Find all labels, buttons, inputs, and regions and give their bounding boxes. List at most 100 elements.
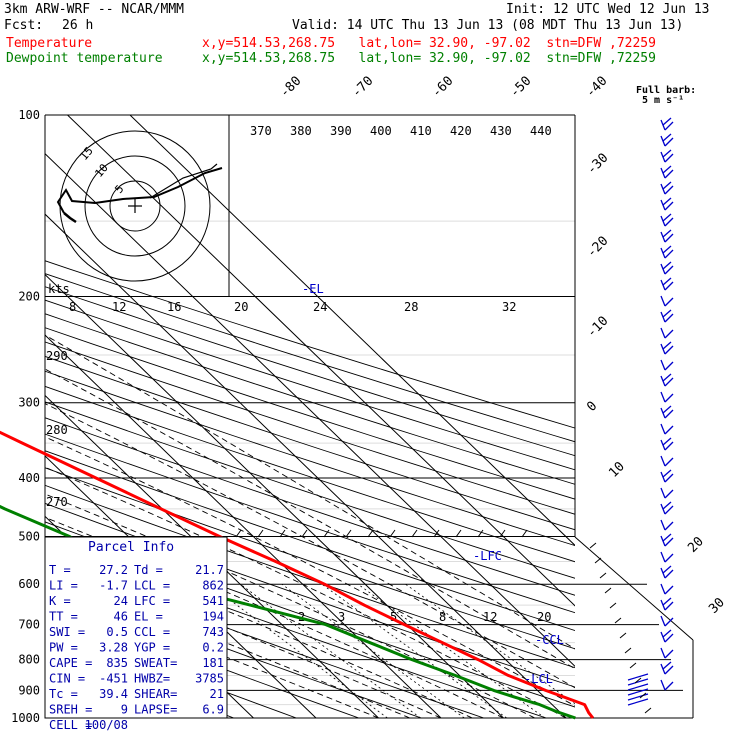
- wind-legend-value: 5 m s⁻¹: [642, 95, 685, 106]
- parcel-row-value: 9: [121, 703, 128, 717]
- isotherm-label: -10: [584, 314, 611, 341]
- level-markers: -EL -LFC -CCL -LCL: [302, 282, 564, 686]
- edge-tick: [367, 529, 374, 538]
- parcel-row-value: 743: [202, 625, 224, 639]
- wind-barb: [660, 165, 674, 179]
- wind-barb: [660, 661, 674, 675]
- wind-barb: [660, 629, 674, 643]
- wind-barb: [660, 647, 674, 659]
- wind-barb: [660, 679, 674, 691]
- parcel-row-value: 862: [202, 579, 224, 593]
- wind-barb: [660, 533, 674, 547]
- theta-label: 440: [530, 124, 552, 138]
- pressure-tick-label: 900: [18, 683, 40, 697]
- wind-barb: [627, 693, 649, 701]
- wind-barb: [660, 437, 674, 451]
- forecast-value: 26 h: [62, 18, 94, 33]
- parcel-row-label: EL =: [134, 610, 163, 624]
- wind-barb: [660, 423, 674, 435]
- moist-adiabat-line: [45, 555, 442, 718]
- pressure-tick-label: 100: [18, 108, 40, 122]
- hodograph-units-label: kts: [48, 282, 70, 296]
- dry-adiabat-line: [45, 467, 575, 650]
- init-time: Init: 12 UTC Wed 12 Jun 13: [506, 2, 710, 17]
- dry-adiabat-line: [45, 385, 575, 563]
- mixing-ratio-label: 8: [69, 300, 76, 314]
- parcel-row-value: 0.2: [202, 641, 224, 655]
- parcel-row-label: Tc =: [49, 687, 78, 701]
- parcel-row-value: 3.28: [99, 641, 128, 655]
- isotherm-label: -20: [584, 234, 611, 261]
- parcel-row-value: -1.7: [99, 579, 128, 593]
- theta-label: 430: [490, 124, 512, 138]
- wind-barb: [660, 181, 674, 195]
- isotherm-label: -60: [429, 74, 456, 101]
- mixing-ratio-label: 20: [234, 300, 248, 314]
- parcel-row-value: 0.5: [106, 625, 128, 639]
- wind-barb: [660, 615, 674, 627]
- moist-adiabat-line: [45, 537, 473, 718]
- dry-adiabat-line: [45, 601, 359, 718]
- wind-barb: [660, 295, 674, 307]
- edge-tick: [477, 529, 484, 538]
- parcel-info-title: Parcel Info: [88, 540, 174, 555]
- theta-label: 400: [370, 124, 392, 138]
- dry-adiabat-line: [45, 417, 575, 596]
- edge-tick: [389, 529, 396, 538]
- pressure-tick-label: 200: [18, 290, 40, 304]
- mixing-ratio-label: 8: [439, 610, 446, 624]
- wind-barb: [660, 229, 674, 243]
- dry-adiabat-line: [45, 580, 422, 718]
- isotherm-line: [0, 115, 4, 718]
- parcel-row-label: LI =: [49, 579, 78, 593]
- edge-tick: [345, 529, 352, 538]
- theta-e-label: 290: [46, 349, 68, 363]
- theta-label: 380: [290, 124, 312, 138]
- wind-barb: [660, 487, 674, 499]
- pressure-tick-label: 500: [18, 529, 40, 543]
- wind-barb: [660, 327, 674, 339]
- parcel-row-label: PW =: [49, 641, 78, 655]
- moist-adiabat-line: [45, 585, 379, 718]
- dry-adiabat-line: [45, 450, 575, 632]
- wind-barb: [660, 469, 674, 483]
- theta-label: 420: [450, 124, 472, 138]
- hodograph-ring: [109, 180, 161, 232]
- parcel-row-label: LCL =: [134, 579, 170, 593]
- parcel-row-label: HWBZ=: [134, 672, 170, 686]
- parcel-row-label: T =: [49, 563, 71, 577]
- parcel-info-panel: [44, 536, 228, 719]
- edge-tick: [235, 529, 242, 538]
- wind-barb: [660, 597, 674, 611]
- parcel-row-value: 21: [210, 687, 224, 701]
- edge-tick: [411, 529, 418, 538]
- parcel-row-label: CIN =: [49, 672, 85, 686]
- wind-barb: [660, 405, 674, 419]
- parcel-info-box: Parcel Info T = 27.2 Td = 21.7 LI = -1.7 LCL = 8…: [44, 536, 228, 732]
- wind-barb: [660, 359, 674, 371]
- parcel-row-label: SWEAT=: [134, 656, 177, 670]
- edge-tick: [257, 529, 264, 538]
- dry-adiabat-line: [45, 327, 575, 500]
- pressure-tick-label: 600: [18, 577, 40, 591]
- wind-barb: [660, 455, 674, 467]
- pressure-tick-label: 700: [18, 618, 40, 632]
- dry-adiabat-line: [45, 260, 575, 429]
- parcel-row-label: CELL =: [49, 718, 92, 732]
- dry-adiabat-line: [45, 313, 575, 485]
- isotherm-label: -70: [349, 74, 376, 101]
- wind-legend-title: Full barb:: [636, 85, 697, 96]
- wind-barb: [660, 245, 674, 259]
- edge-tick: [599, 572, 607, 579]
- mixing-ratio-label: 3: [338, 610, 345, 624]
- isotherm-label: 20: [685, 534, 707, 556]
- isotherm-label: 30: [706, 595, 728, 617]
- mixing-ratio-label: 28: [404, 300, 418, 314]
- pressure-tick-label: 300: [18, 396, 40, 410]
- parcel-row-value: 21.7: [195, 563, 224, 577]
- hodograph-trace: [56, 167, 223, 214]
- dewpoint-legend-label: Dewpoint temperature: [6, 51, 163, 66]
- edge-tick: [644, 707, 652, 714]
- edge-tick: [614, 617, 622, 624]
